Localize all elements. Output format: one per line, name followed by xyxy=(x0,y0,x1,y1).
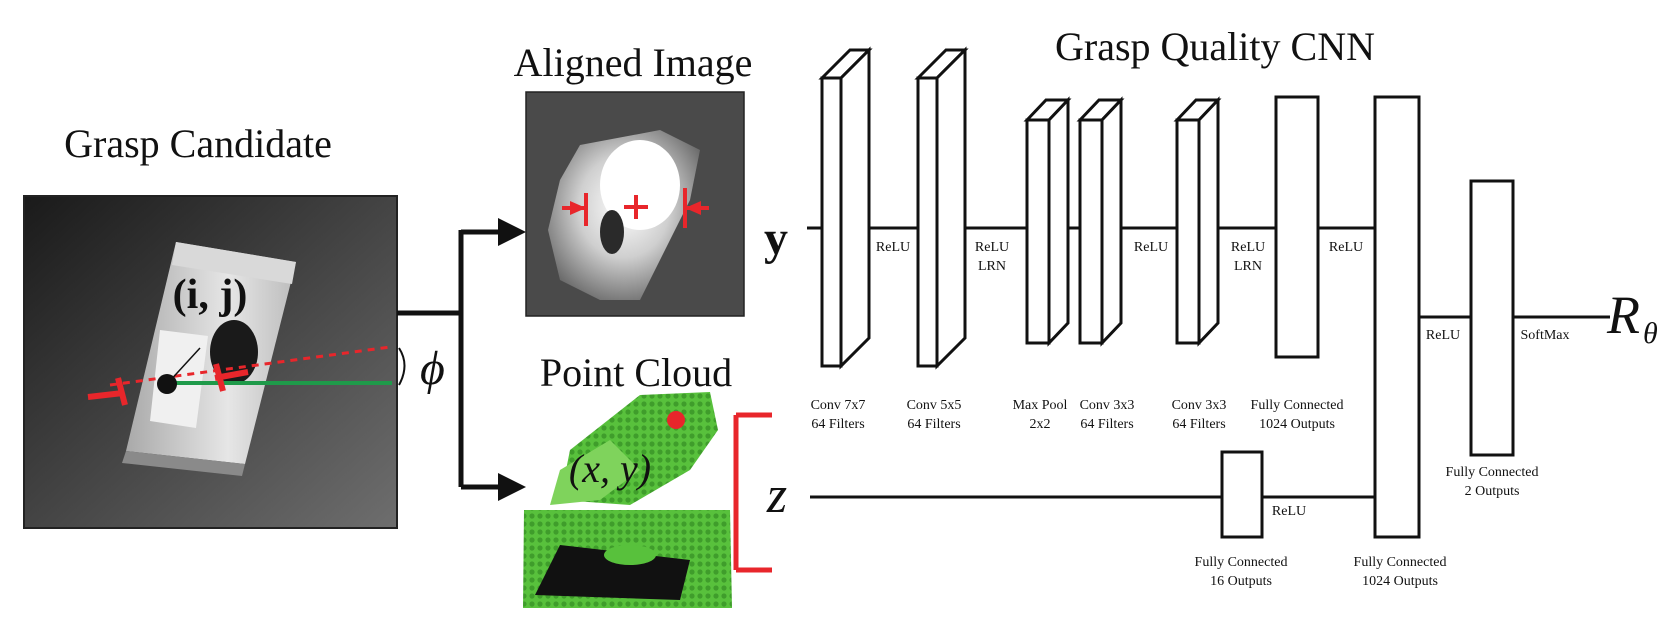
angle-phi-label: ϕ xyxy=(420,342,445,395)
grasp-candidate-image: (i, j) xyxy=(23,195,398,529)
aligned-depth-image xyxy=(525,91,745,317)
arrow-to-point-cloud xyxy=(498,473,526,501)
conv1-caption-line1: Conv 7x7 xyxy=(811,398,866,413)
grasp-xy-label: (x, y) xyxy=(569,446,651,491)
fc-out-caption-line2: 2 Outputs xyxy=(1465,484,1520,499)
fc-z-caption-line2: 16 Outputs xyxy=(1210,574,1272,589)
activation-softmax: SoftMax xyxy=(1521,328,1570,343)
angle-arc xyxy=(398,347,406,386)
output-theta-subscript: θ xyxy=(1643,317,1658,350)
conv1-block xyxy=(818,46,873,370)
conv3-caption-line1: Conv 3x3 xyxy=(1080,398,1135,413)
fc1-block xyxy=(1274,95,1320,359)
conv2-block xyxy=(914,46,969,370)
activation-relu-2: ReLU xyxy=(975,240,1009,255)
arrow-to-aligned-image xyxy=(498,218,526,246)
conv2-caption-line2: 64 Filters xyxy=(907,417,960,432)
fc1-caption-line2: 1024 Outputs xyxy=(1259,417,1335,432)
pool-block xyxy=(1023,96,1072,347)
fc-merge-caption-line2: 1024 Outputs xyxy=(1362,574,1438,589)
split-arrows xyxy=(397,229,500,490)
fc-out-block xyxy=(1469,179,1515,457)
activation-relu-1: ReLU xyxy=(876,240,910,255)
grasp-axis-dashed-line xyxy=(109,345,391,387)
fc-merge-block xyxy=(1373,95,1421,539)
grasp-point-marker xyxy=(667,411,685,429)
conv3-caption-line2: 64 Filters xyxy=(1080,417,1133,432)
fc-out-caption-line1: Fully Connected xyxy=(1446,465,1539,480)
point-cloud-image: (x, y) xyxy=(523,392,732,608)
pool-caption-line2: 2x2 xyxy=(1030,417,1051,432)
conv4-block xyxy=(1173,96,1222,347)
fc-merge-caption-line1: Fully Connected xyxy=(1354,555,1447,570)
activation-relu-z: ReLU xyxy=(1272,504,1306,519)
activation-lrn-2: LRN xyxy=(978,259,1006,274)
cnn-title: Grasp Quality CNN xyxy=(1055,24,1375,69)
right-gripper-jaw-icon xyxy=(213,363,249,392)
grasp-center-label: (i, j) xyxy=(173,272,248,318)
aligned-image-title: Aligned Image xyxy=(514,40,753,85)
input-z-label: z xyxy=(766,467,787,524)
point-cloud-title: Point Cloud xyxy=(540,350,732,395)
conv4-caption-line1: Conv 3x3 xyxy=(1172,398,1227,413)
conv2-caption-line1: Conv 5x5 xyxy=(907,398,962,413)
activation-lrn-4: LRN xyxy=(1234,259,1262,274)
output-r-label: R xyxy=(1606,285,1640,345)
fc1-caption-line1: Fully Connected xyxy=(1251,398,1344,413)
input-y-label: y xyxy=(764,212,788,265)
left-gripper-jaw-icon xyxy=(87,377,128,406)
depth-range-bar xyxy=(733,412,772,573)
conv4-caption-line2: 64 Filters xyxy=(1172,417,1225,432)
grasp-candidate-title: Grasp Candidate xyxy=(64,121,332,166)
activation-relu-3: ReLU xyxy=(1134,240,1168,255)
pool-caption-line1: Max Pool xyxy=(1013,398,1068,413)
fc-z-caption-line1: Fully Connected xyxy=(1195,555,1288,570)
activation-relu-merge: ReLU xyxy=(1426,328,1460,343)
fc-z-block xyxy=(1220,450,1264,539)
conv3-block xyxy=(1076,96,1125,347)
activation-relu-5: ReLU xyxy=(1329,240,1363,255)
activation-relu-4: ReLU xyxy=(1231,240,1265,255)
grasp-center-point xyxy=(157,374,177,394)
conv1-caption-line2: 64 Filters xyxy=(811,417,864,432)
